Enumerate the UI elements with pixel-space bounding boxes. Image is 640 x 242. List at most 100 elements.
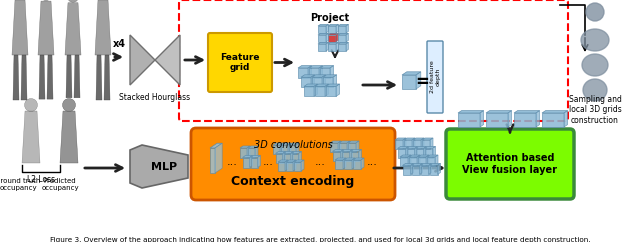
Polygon shape [326,24,328,33]
Polygon shape [419,164,422,174]
Text: Stacked Hourglass: Stacked Hourglass [120,93,191,102]
Polygon shape [298,151,301,162]
Circle shape [586,3,604,21]
Polygon shape [542,113,564,127]
Polygon shape [257,156,260,167]
Circle shape [63,98,76,112]
Polygon shape [508,111,511,127]
Polygon shape [404,138,415,140]
Polygon shape [338,141,341,152]
Polygon shape [339,141,350,143]
Polygon shape [424,146,435,149]
FancyBboxPatch shape [191,128,395,200]
Polygon shape [284,151,294,153]
Polygon shape [339,143,347,152]
Polygon shape [346,33,348,42]
Polygon shape [210,148,215,173]
Polygon shape [338,44,346,51]
Polygon shape [429,164,440,166]
Polygon shape [318,44,326,51]
Polygon shape [278,162,285,171]
Polygon shape [96,55,102,100]
Text: 3D convolutions: 3D convolutions [253,140,332,150]
Polygon shape [301,160,304,171]
Polygon shape [318,33,328,35]
Circle shape [67,0,79,2]
Polygon shape [278,160,288,162]
Polygon shape [402,75,416,89]
Polygon shape [309,68,319,78]
Polygon shape [333,75,337,87]
Polygon shape [336,84,340,96]
Polygon shape [429,166,438,174]
Polygon shape [281,143,291,145]
Polygon shape [412,166,419,174]
Polygon shape [286,160,296,162]
Polygon shape [320,68,330,78]
Polygon shape [155,35,180,85]
Polygon shape [418,157,426,166]
Polygon shape [335,160,343,169]
Polygon shape [403,164,413,166]
Polygon shape [243,156,253,158]
Text: ...: ... [367,157,378,167]
Polygon shape [406,149,415,158]
Polygon shape [312,75,326,77]
Polygon shape [47,55,53,99]
Polygon shape [285,160,288,171]
Polygon shape [418,155,429,157]
Text: Attention based
View fusion layer: Attention based View fusion layer [463,153,557,175]
Polygon shape [294,160,304,162]
Ellipse shape [583,79,607,101]
Polygon shape [480,111,484,127]
Polygon shape [319,66,323,78]
Polygon shape [12,0,28,55]
Polygon shape [210,143,222,148]
Polygon shape [336,33,339,42]
Polygon shape [343,158,346,169]
Polygon shape [282,151,285,162]
Polygon shape [406,146,417,149]
Polygon shape [406,146,408,158]
Polygon shape [326,86,336,96]
Polygon shape [320,66,333,68]
Polygon shape [13,55,19,100]
Polygon shape [424,146,426,158]
Polygon shape [352,158,355,169]
Polygon shape [215,143,222,173]
Polygon shape [328,42,339,44]
Ellipse shape [582,54,608,76]
Polygon shape [514,113,536,127]
Polygon shape [304,86,314,96]
Polygon shape [397,146,408,149]
Text: Context encoding: Context encoding [232,174,355,188]
Polygon shape [336,42,339,51]
Polygon shape [342,151,349,160]
Polygon shape [333,150,344,151]
Polygon shape [415,149,424,158]
Polygon shape [426,155,429,166]
Text: Feature
grid: Feature grid [220,53,260,72]
Polygon shape [408,155,411,166]
Polygon shape [536,111,540,127]
Polygon shape [250,156,253,167]
Polygon shape [413,138,424,140]
Polygon shape [328,35,336,42]
Polygon shape [281,145,288,154]
Polygon shape [429,164,431,174]
Polygon shape [430,138,433,149]
Polygon shape [301,75,315,77]
Polygon shape [22,111,40,163]
Polygon shape [427,157,435,166]
Polygon shape [353,160,361,169]
Polygon shape [247,146,250,158]
Polygon shape [296,143,299,154]
Polygon shape [420,164,431,166]
Polygon shape [291,151,301,153]
Polygon shape [311,75,315,87]
Polygon shape [275,153,282,162]
Polygon shape [289,143,299,145]
Polygon shape [328,26,336,33]
Polygon shape [336,24,339,33]
Polygon shape [66,55,72,98]
